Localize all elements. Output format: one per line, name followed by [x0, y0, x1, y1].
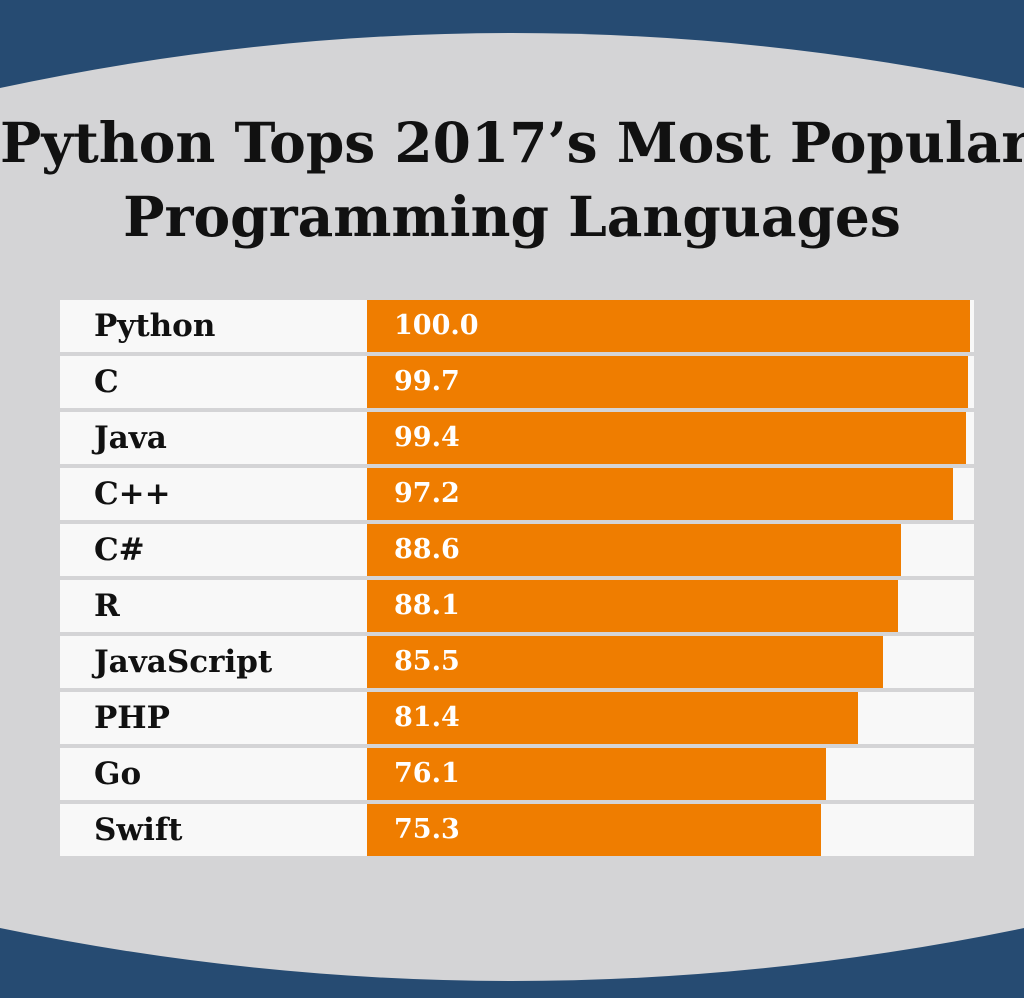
category-label: PHP: [94, 700, 170, 736]
bar-chart: Python 100.0 C 99.7 Java 99.4 C++ 97.2 C# 88.6 R 88…: [60, 300, 974, 857]
bar: [367, 300, 970, 352]
value-label: 76.1: [394, 758, 460, 789]
bar: [367, 524, 902, 576]
bar-row: C++ 97.2: [60, 468, 974, 520]
value-label: 88.1: [394, 590, 460, 621]
category-label: R: [94, 588, 120, 624]
bar-row: R 88.1: [60, 580, 974, 632]
value-label: 75.3: [394, 814, 460, 845]
bar-row: C# 88.6: [60, 524, 974, 576]
bar-row: Java 99.4: [60, 412, 974, 464]
category-label: JavaScript: [94, 644, 273, 680]
chart-title: Python Tops 2017’s Most Popular Programm…: [0, 106, 1024, 254]
chart-title-line-2: Programming Languages: [123, 184, 901, 249]
category-label: Java: [94, 420, 167, 456]
bar: [367, 356, 969, 408]
bar: [367, 580, 899, 632]
value-label: 88.6: [394, 534, 460, 565]
value-label: 97.2: [394, 478, 460, 509]
category-label: C++: [94, 476, 171, 512]
bar: [367, 636, 883, 688]
value-label: 85.5: [394, 646, 460, 677]
value-label: 100.0: [394, 310, 479, 341]
value-label: 81.4: [394, 702, 460, 733]
category-label: C#: [94, 532, 145, 568]
category-label: Swift: [94, 812, 183, 848]
bar-row: Python 100.0: [60, 300, 974, 352]
bar-row: JavaScript 85.5: [60, 636, 974, 688]
chart-title-line-1: Python Tops 2017’s Most Popular: [0, 110, 1024, 175]
category-label: C: [94, 364, 119, 400]
category-label: Python: [94, 308, 216, 344]
bar: [367, 468, 954, 520]
bar-row: PHP 81.4: [60, 692, 974, 744]
bar: [367, 692, 858, 744]
value-label: 99.7: [394, 366, 460, 397]
bar: [367, 804, 822, 856]
bar-row: Swift 75.3: [60, 804, 974, 856]
bar: [367, 412, 967, 464]
category-label: Go: [94, 756, 142, 792]
bar-row: C 99.7: [60, 356, 974, 408]
bar-row: Go 76.1: [60, 748, 974, 800]
bar: [367, 748, 826, 800]
value-label: 99.4: [394, 422, 460, 453]
